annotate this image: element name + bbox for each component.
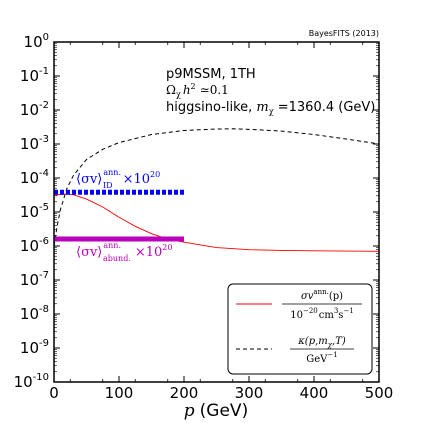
higgsino-label: higgsino-like, mχ =1360.4 (GeV)	[166, 100, 375, 116]
id-rate-label: ⟨σv⟩ann. ID ×1020	[76, 168, 160, 190]
series-kappa-dashed-line	[53, 128, 380, 247]
plot-frame	[53, 41, 380, 383]
abundance-rate-label: ⟨σv⟩ann. abund. ×1020	[76, 241, 172, 263]
model-label: p9MSSM, 1TH	[166, 67, 256, 82]
y-tick-label-10: 10-10	[14, 372, 49, 391]
legend-black-denominator: GeV−1	[306, 351, 337, 365]
x-axis-title: p (GeV)	[184, 401, 248, 421]
y-tick-label-1: 10-1	[20, 66, 49, 85]
y-tick-label-5: 10-5	[20, 202, 49, 221]
y-tick-label-3: 10-3	[20, 134, 49, 153]
legend-black-numerator: κ(p,mχ,T)	[297, 336, 346, 349]
x-tick-label-1: 100	[105, 384, 134, 402]
y-tick-label-4: 10-4	[20, 168, 49, 187]
y-tick-label-7: 10-7	[20, 270, 49, 289]
x-tick-label-4: 400	[300, 384, 329, 402]
relic-density-label: Ωχ h2 ≃0.1	[166, 82, 229, 99]
x-tick-label-3: 300	[235, 384, 264, 402]
x-tick-label-5: 500	[365, 384, 394, 402]
legend-red-denominator: 10−20cm3s−1	[290, 307, 354, 321]
tick-labels: 0 100 200 300 400 500 100 10-1 10-2 10-3 10-4 10-5 1…	[14, 32, 394, 402]
series-sigma-v-red-line	[53, 193, 380, 252]
x-tick-label-0: 0	[49, 384, 59, 402]
legend-box	[227, 283, 373, 375]
legend-red-numerator: σvann.(p)	[301, 288, 343, 302]
y-tick-label-6: 10-6	[20, 236, 49, 255]
y-tick-label-0: 100	[24, 32, 49, 51]
y-tick-label-9: 10-9	[20, 338, 49, 357]
y-tick-label-8: 10-8	[20, 304, 49, 323]
x-tick-label-2: 200	[170, 384, 199, 402]
y-tick-label-2: 10-2	[20, 100, 49, 119]
series-layer	[53, 128, 380, 252]
credit-label: BayesFITS (2013)	[309, 29, 379, 38]
legend: σvann.(p) 10−20cm3s−1 κ(p,mχ,T) GeV−1	[227, 283, 373, 375]
